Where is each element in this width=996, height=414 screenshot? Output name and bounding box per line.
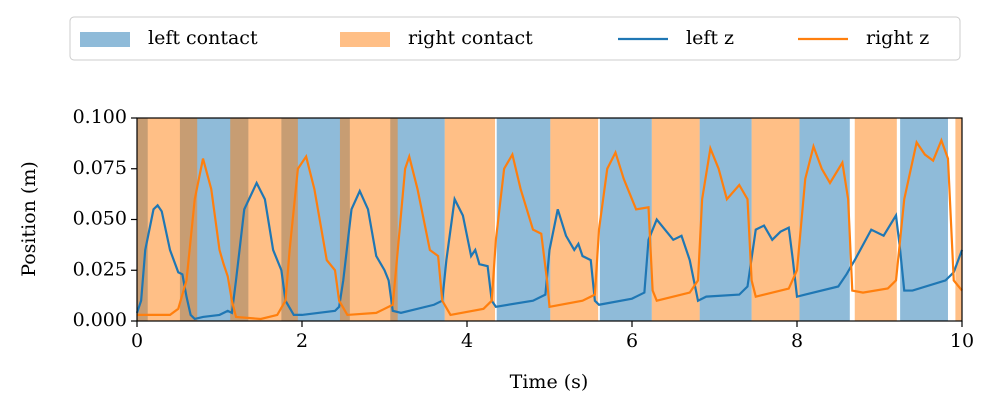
legend-label: right z	[866, 27, 929, 49]
contact-span	[955, 118, 962, 321]
x-tick-label: 10	[950, 330, 974, 352]
y-tick-label: 0.000	[73, 309, 127, 331]
contact-span	[496, 118, 551, 321]
contact-span	[751, 118, 800, 321]
contact-span	[799, 118, 850, 321]
contact-span	[651, 118, 700, 321]
x-tick-label: 0	[131, 330, 143, 352]
y-axis-label: Position (m)	[18, 161, 40, 277]
x-tick-label: 6	[626, 330, 638, 352]
y-tick-label: 0.100	[73, 106, 127, 128]
x-tick-label: 8	[791, 330, 803, 352]
contact-span	[599, 118, 652, 321]
x-axis-label: Time (s)	[510, 371, 589, 393]
y-tick-label: 0.075	[73, 157, 127, 179]
legend-label: left z	[686, 27, 734, 49]
contact-span	[699, 118, 752, 321]
y-tick-label: 0.025	[73, 258, 127, 280]
contact-span	[550, 118, 599, 321]
contact-span	[230, 118, 298, 321]
legend-label: right contact	[408, 27, 533, 49]
y-tick-label: 0.050	[73, 208, 127, 230]
contact-span	[444, 118, 496, 321]
legend-patch	[80, 32, 130, 47]
contact-span	[137, 118, 198, 321]
x-tick-label: 4	[461, 330, 473, 352]
line	[137, 137, 963, 321]
line	[135, 180, 964, 321]
x-tick-label: 2	[296, 330, 308, 352]
contact-span	[390, 118, 445, 321]
legend-patch	[340, 32, 390, 47]
legend-label: left contact	[148, 27, 258, 49]
legend-box	[69, 16, 961, 61]
